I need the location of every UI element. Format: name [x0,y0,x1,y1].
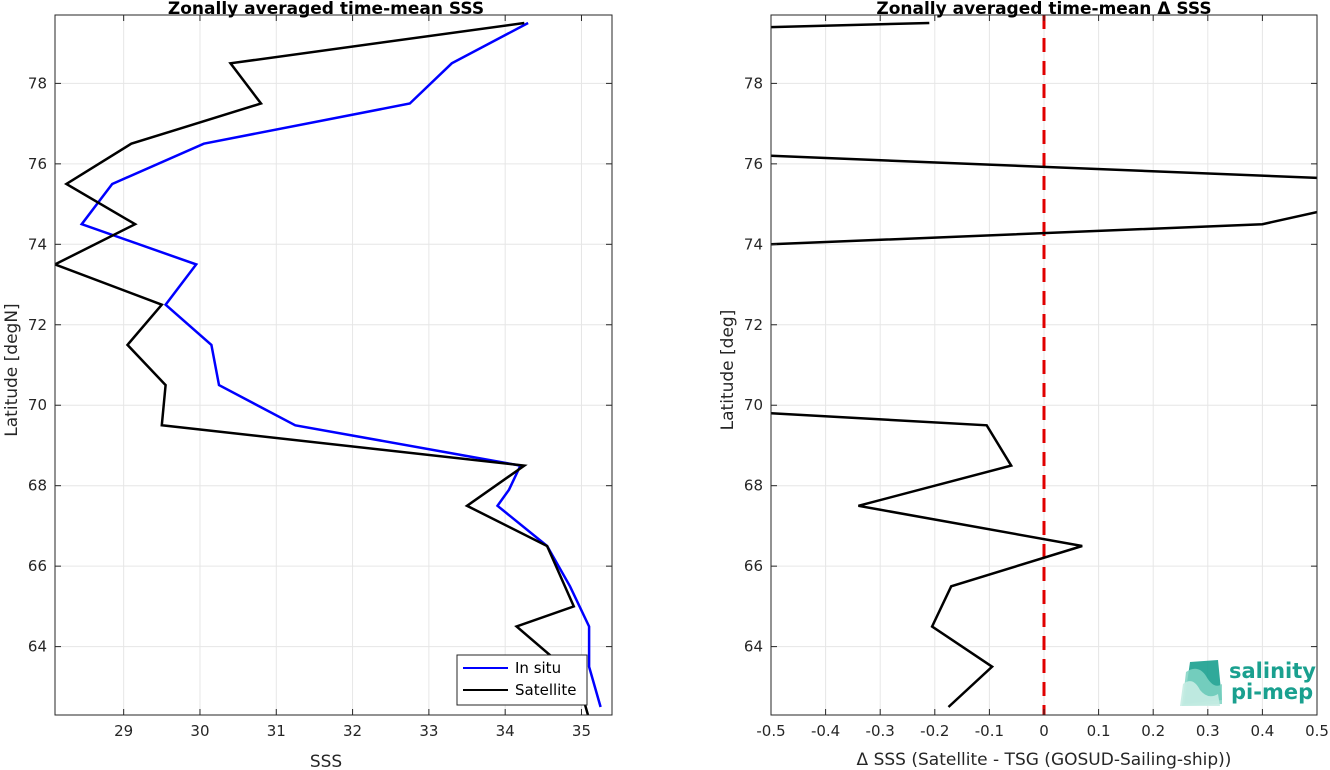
x-tick-label: -0.4 [811,722,840,740]
sss-ticks: 29 30 31 32 33 34 35 64 66 68 70 72 74 76 78 [28,15,612,740]
delta-title: Zonally averaged time-mean Δ SSS [876,0,1211,19]
x-tick-label: -0.5 [756,722,785,740]
y-tick-label: 66 [28,557,47,575]
sss-panel: 29 30 31 32 33 34 35 64 66 68 70 72 74 76 78 Zonally a… [2,0,613,770]
x-tick-label: -0.3 [866,722,895,740]
legend-label-satellite: Satellite [515,681,576,699]
y-tick-label: 72 [28,316,47,334]
logo-text-salinity: salinity [1229,659,1316,683]
x-tick-label: 0.1 [1087,722,1111,740]
y-tick-label: 66 [744,557,763,575]
x-tick-label: 35 [572,722,591,740]
delta-ticks: -0.5 -0.4 -0.3 -0.2 -0.1 0 0.1 0.2 0.3 0.4 0.5 64 66… [744,15,1329,740]
sss-grid [55,15,612,715]
sss-axes-box [54,14,613,716]
y-tick-label: 68 [744,477,763,495]
x-tick-label: 0.3 [1196,722,1220,740]
x-tick-label: 30 [190,722,209,740]
delta-line-segment [771,412,1083,708]
sss-series [55,21,602,715]
y-tick-label: 74 [28,235,47,253]
x-tick-label: 0.2 [1141,722,1165,740]
series-line-in-situ [79,21,602,708]
sss-ylabel: Latitude [degN] [2,303,22,436]
sss-plot-area [55,15,612,715]
delta-line-segment [771,154,1317,180]
x-tick-label: 33 [419,722,438,740]
delta-series [771,15,1317,715]
wave-logo-icon [1180,660,1222,706]
sss-xlabel: SSS [310,752,342,770]
x-tick-label: 32 [343,722,362,740]
series-line-satellite [55,21,590,715]
salinity-pi-mep-logo: salinity pi-mep [1180,659,1316,706]
x-tick-label: -0.2 [920,722,949,740]
y-tick-label: 70 [744,396,763,414]
logo-text-pi-mep: pi-mep [1231,680,1313,704]
legend-box [456,654,588,706]
y-tick-label: 72 [744,316,763,334]
y-tick-label: 68 [28,477,47,495]
legend: In situ Satellite [456,654,588,706]
y-tick-label: 74 [744,235,763,253]
delta-sss-panel: -0.5 -0.4 -0.3 -0.2 -0.1 0 0.1 0.2 0.3 0.4 0.5 64 66… [718,0,1329,770]
y-tick-label: 70 [28,396,47,414]
legend-label-in-situ: In situ [515,659,561,677]
y-tick-label: 64 [28,638,47,656]
delta-line-segment [771,210,1317,246]
y-tick-label: 78 [744,74,763,92]
y-tick-label: 76 [744,155,763,173]
delta-xlabel: Δ SSS (Satellite - TSG (GOSUD-Sailing-sh… [857,750,1232,770]
y-tick-label: 64 [744,638,763,656]
sss-title: Zonally averaged time-mean SSS [168,0,484,19]
x-tick-label: -0.1 [975,722,1004,740]
x-tick-label: 0.4 [1250,722,1274,740]
x-tick-label: 0.5 [1305,722,1329,740]
delta-line-segment [771,21,930,29]
y-tick-label: 76 [28,155,47,173]
delta-ylabel: Latitude [deg] [718,310,738,431]
x-tick-label: 34 [496,722,515,740]
x-tick-label: 31 [267,722,286,740]
x-tick-label: 29 [114,722,133,740]
y-tick-label: 78 [28,74,47,92]
x-tick-label: 0 [1039,722,1049,740]
